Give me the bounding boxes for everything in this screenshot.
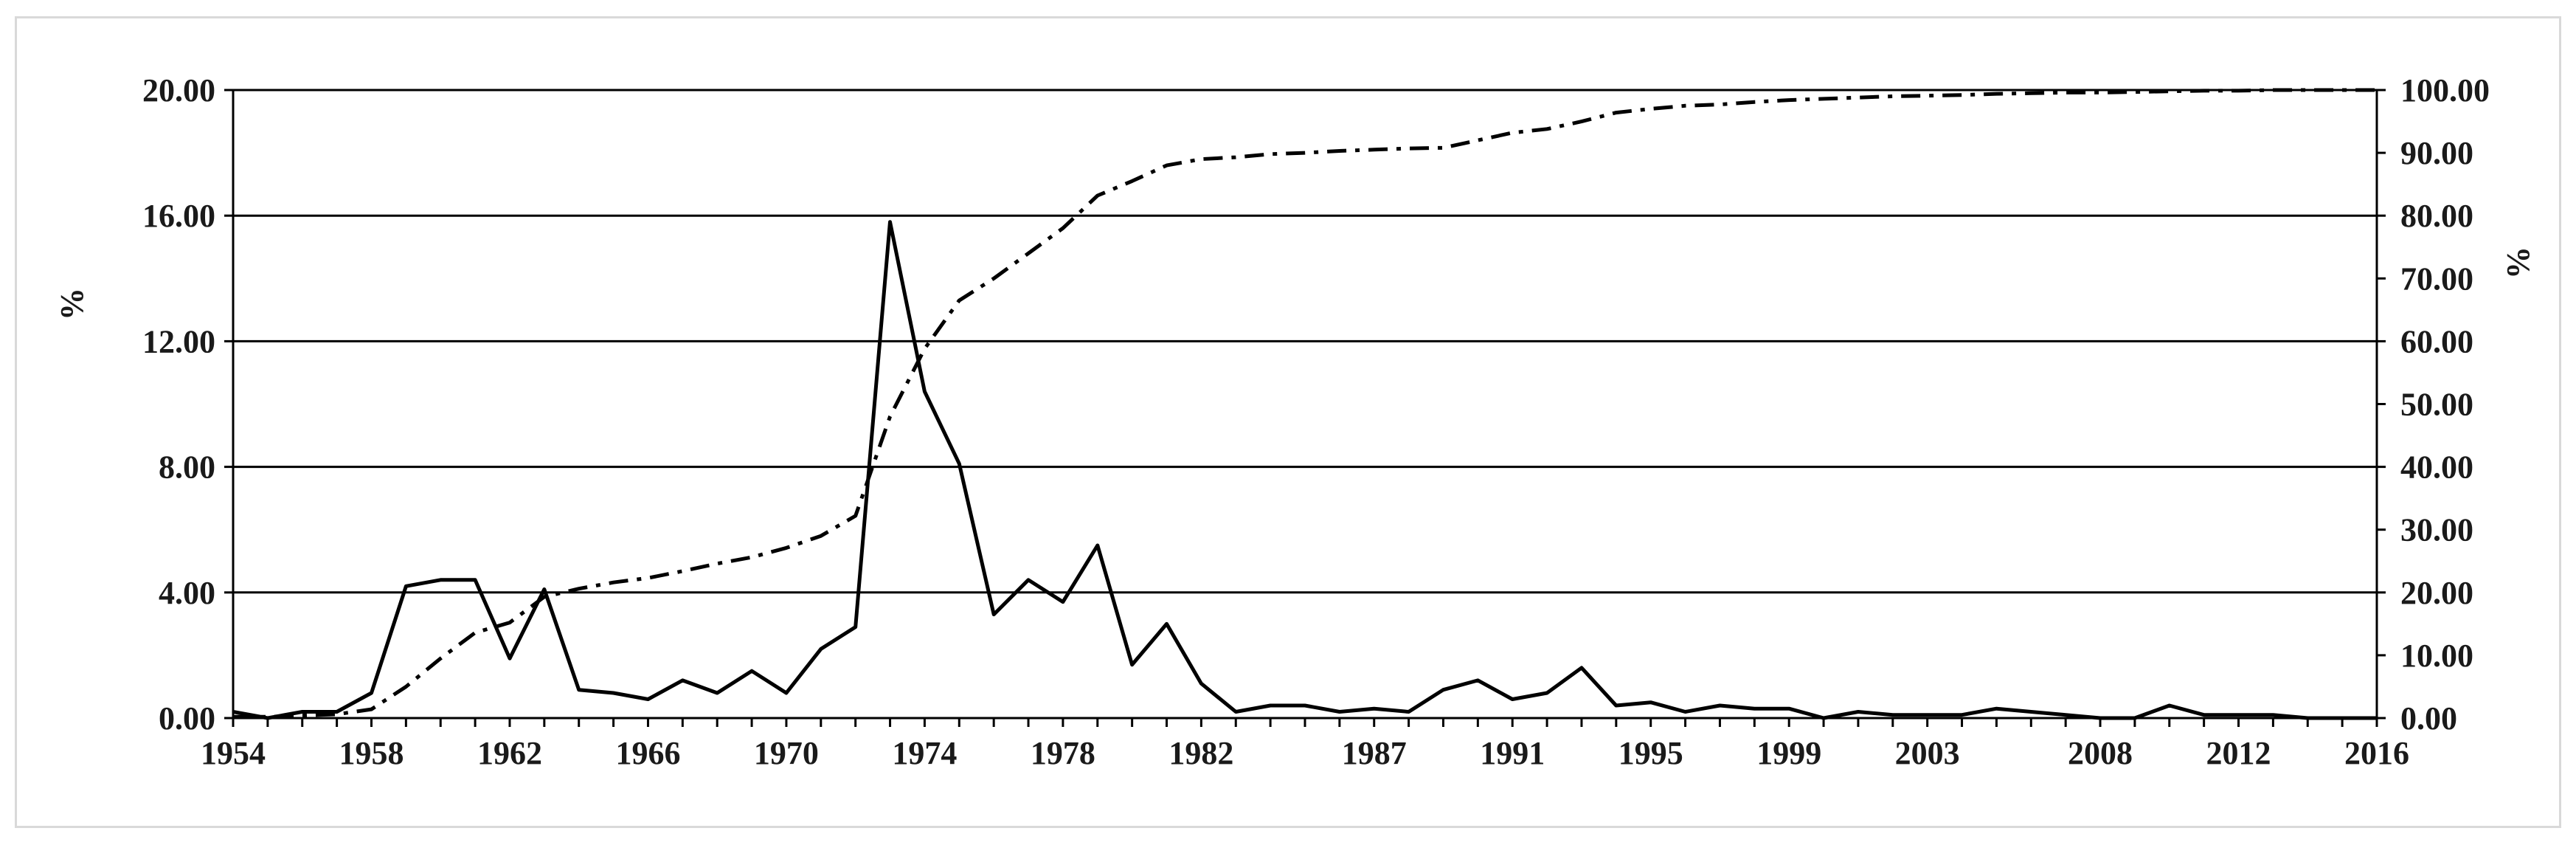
left-tick-label: 4.00 <box>159 575 215 611</box>
left-y-axis-title: % <box>54 288 90 320</box>
left-tick-label: 8.00 <box>159 449 215 486</box>
x-tick-label: 2012 <box>2206 735 2271 771</box>
x-tick-label: 1962 <box>477 735 542 771</box>
right-tick-label: 50.00 <box>2400 387 2473 423</box>
x-axis-ticks: 1954 1958 1962 1966 1970 1974 1978 1982 1987 1991… <box>201 718 2409 771</box>
right-tick-label: 20.00 <box>2400 575 2473 611</box>
x-tick-label: 2008 <box>2068 735 2133 771</box>
right-tick-label: 70.00 <box>2400 261 2473 297</box>
left-tick-label: 20.00 <box>142 72 215 108</box>
right-y-axis-title: % <box>2500 246 2536 279</box>
x-tick-label: 1958 <box>339 735 404 771</box>
x-tick-label: 1995 <box>1618 735 1683 771</box>
chart-frame <box>15 16 2561 828</box>
x-tick-label: 1982 <box>1168 735 1233 771</box>
right-tick-label: 30.00 <box>2400 512 2473 548</box>
x-tick-label: 1991 <box>1480 735 1545 771</box>
left-y-axis-ticks: 0.00 4.00 8.00 12.00 16.00 20.00 <box>142 72 233 737</box>
x-tick-label: 1987 <box>1342 735 1407 771</box>
right-tick-label: 100.00 <box>2400 72 2490 108</box>
x-tick-label: 1966 <box>615 735 680 771</box>
left-tick-label: 0.00 <box>159 700 215 737</box>
x-tick-label: 1954 <box>201 735 266 771</box>
x-tick-label: 1999 <box>1756 735 1821 771</box>
x-tick-label: 2003 <box>1895 735 1960 771</box>
x-tick-label: 1978 <box>1031 735 1095 771</box>
right-y-axis-ticks: 0.00 10.00 20.00 30.00 40.00 50.00 60.00 70.00 8… <box>2377 72 2490 737</box>
x-tick-label: 1970 <box>754 735 819 771</box>
right-tick-label: 10.00 <box>2400 638 2473 674</box>
series <box>232 88 2378 720</box>
right-tick-label: 60.00 <box>2400 323 2473 359</box>
x-tick-label: 2016 <box>2344 735 2409 771</box>
right-tick-label: 0.00 <box>2400 700 2457 737</box>
left-tick-label: 16.00 <box>142 198 215 234</box>
left-tick-label: 12.00 <box>142 323 215 359</box>
right-tick-label: 90.00 <box>2400 135 2473 171</box>
x-tick-label: 1974 <box>892 735 957 771</box>
annual-series-line <box>232 220 2377 720</box>
right-tick-label: 80.00 <box>2400 198 2473 234</box>
right-tick-label: 40.00 <box>2400 449 2473 486</box>
